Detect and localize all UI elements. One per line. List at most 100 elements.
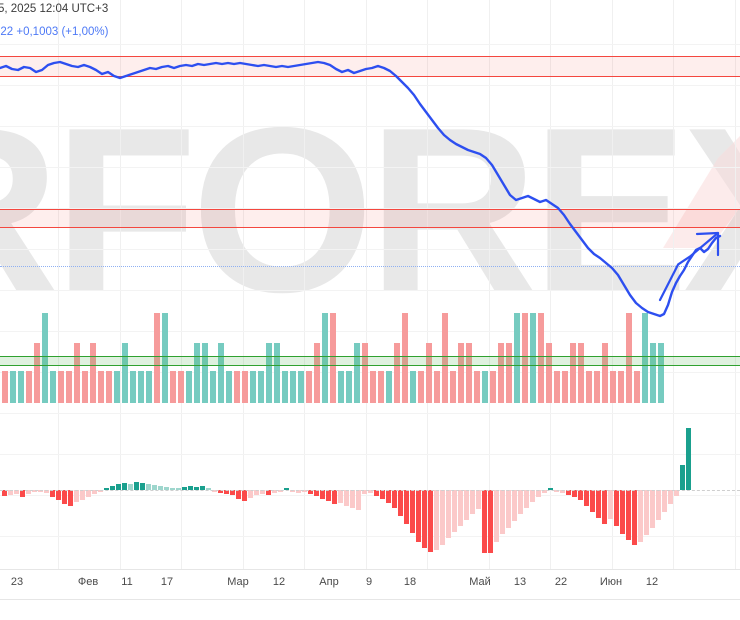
macd-bar: [500, 490, 505, 534]
macd-bar: [638, 490, 643, 542]
macd-bar: [224, 490, 229, 494]
macd-bar: [8, 490, 13, 495]
macd-bar: [182, 487, 187, 490]
macd-bar: [68, 490, 73, 506]
macd-bar: [56, 490, 61, 500]
grid-hline: [0, 290, 740, 291]
x-axis-tick-label: 18: [403, 576, 417, 588]
price-line-series: [0, 60, 722, 318]
volume-bar: [114, 371, 120, 403]
volume-bar: [378, 371, 384, 403]
x-axis-tick-label: 17: [160, 576, 174, 588]
volume-bar: [658, 343, 664, 403]
macd-bar: [278, 490, 283, 492]
volume-bar: [386, 371, 392, 403]
macd-bar: [434, 490, 439, 550]
grid-hline: [0, 454, 740, 455]
macd-bar: [680, 465, 685, 490]
macd-bar: [446, 490, 451, 538]
macd-bar: [116, 484, 121, 490]
x-axis-tick-label: 11: [121, 576, 133, 588]
volume-bar: [338, 371, 344, 403]
volume-bar: [98, 371, 104, 403]
volume-bar: [50, 371, 56, 403]
macd-bar: [212, 490, 217, 492]
macd-bar: [608, 490, 613, 519]
macd-bar: [20, 490, 25, 497]
volume-bar: [538, 313, 544, 403]
macd-bar: [482, 490, 487, 553]
macd-bar: [14, 490, 19, 494]
macd-bar: [248, 490, 253, 498]
volume-bar: [450, 371, 456, 403]
macd-bar: [644, 490, 649, 535]
macd-bar: [650, 490, 655, 528]
macd-bar: [398, 490, 403, 516]
macd-bar: [80, 490, 85, 500]
macd-bar: [338, 490, 343, 503]
x-axis-tick-label: 23: [10, 576, 24, 588]
x-axis-tick-label: 22: [554, 576, 568, 588]
x-axis-tick-label: Апр: [319, 576, 339, 588]
macd-bar: [50, 490, 55, 497]
grid-hline: [0, 167, 740, 168]
macd-bar: [602, 490, 607, 524]
volume-bar: [266, 343, 272, 403]
macd-bar: [146, 484, 151, 490]
volume-bar: [306, 371, 312, 403]
macd-bar: [308, 490, 313, 494]
macd-bar: [326, 490, 331, 501]
volume-bar: [250, 371, 256, 403]
macd-histogram-bars: [0, 428, 740, 553]
macd-bar: [428, 490, 433, 552]
forex-arrow-logo-icon: [663, 136, 740, 248]
macd-bar: [386, 490, 391, 503]
x-axis-tick-label: 12: [645, 576, 659, 588]
x-axis-tick-label: Июн: [599, 576, 623, 588]
volume-bar: [418, 371, 424, 403]
volume-bar: [10, 371, 16, 403]
volume-bar: [442, 313, 448, 403]
macd-bar: [92, 490, 97, 494]
macd-bar: [314, 490, 319, 496]
macd-bar: [98, 490, 103, 492]
macd-bar: [356, 490, 361, 510]
grid-vline: [304, 0, 305, 570]
macd-bar: [440, 490, 445, 545]
macd-bar: [632, 490, 637, 545]
macd-bar: [410, 490, 415, 533]
volume-bar: [474, 371, 480, 403]
volume-bar: [482, 371, 488, 403]
x-axis-line: [0, 569, 740, 570]
macd-bar: [530, 490, 535, 502]
macd-bar: [110, 486, 115, 490]
macd-bar: [230, 490, 235, 495]
macd-bar: [518, 490, 523, 514]
macd-bar: [614, 490, 619, 526]
macd-bar: [74, 490, 79, 502]
macd-bar: [380, 490, 385, 499]
volume-bar: [578, 343, 584, 403]
macd-bar: [584, 490, 589, 506]
volume-bar: [570, 343, 576, 403]
macd-bar: [656, 490, 661, 520]
macd-bar: [176, 488, 181, 490]
volume-bar: [106, 371, 112, 403]
macd-bar: [104, 488, 109, 490]
macd-bar: [332, 490, 337, 504]
volume-bar: [426, 343, 432, 403]
macd-zero-line: [0, 490, 740, 491]
volume-bar: [34, 343, 40, 403]
volume-bar: [354, 343, 360, 403]
volume-bar: [618, 371, 624, 403]
macd-bar: [206, 488, 211, 490]
macd-bar: [134, 482, 139, 490]
volume-bar: [274, 343, 280, 403]
volume-bar: [58, 371, 64, 403]
macd-bar: [626, 490, 631, 540]
volume-bar: [282, 371, 288, 403]
volume-bar: [154, 313, 160, 403]
volume-bars: [2, 313, 664, 403]
macd-bar: [560, 490, 565, 493]
volume-bar: [314, 343, 320, 403]
